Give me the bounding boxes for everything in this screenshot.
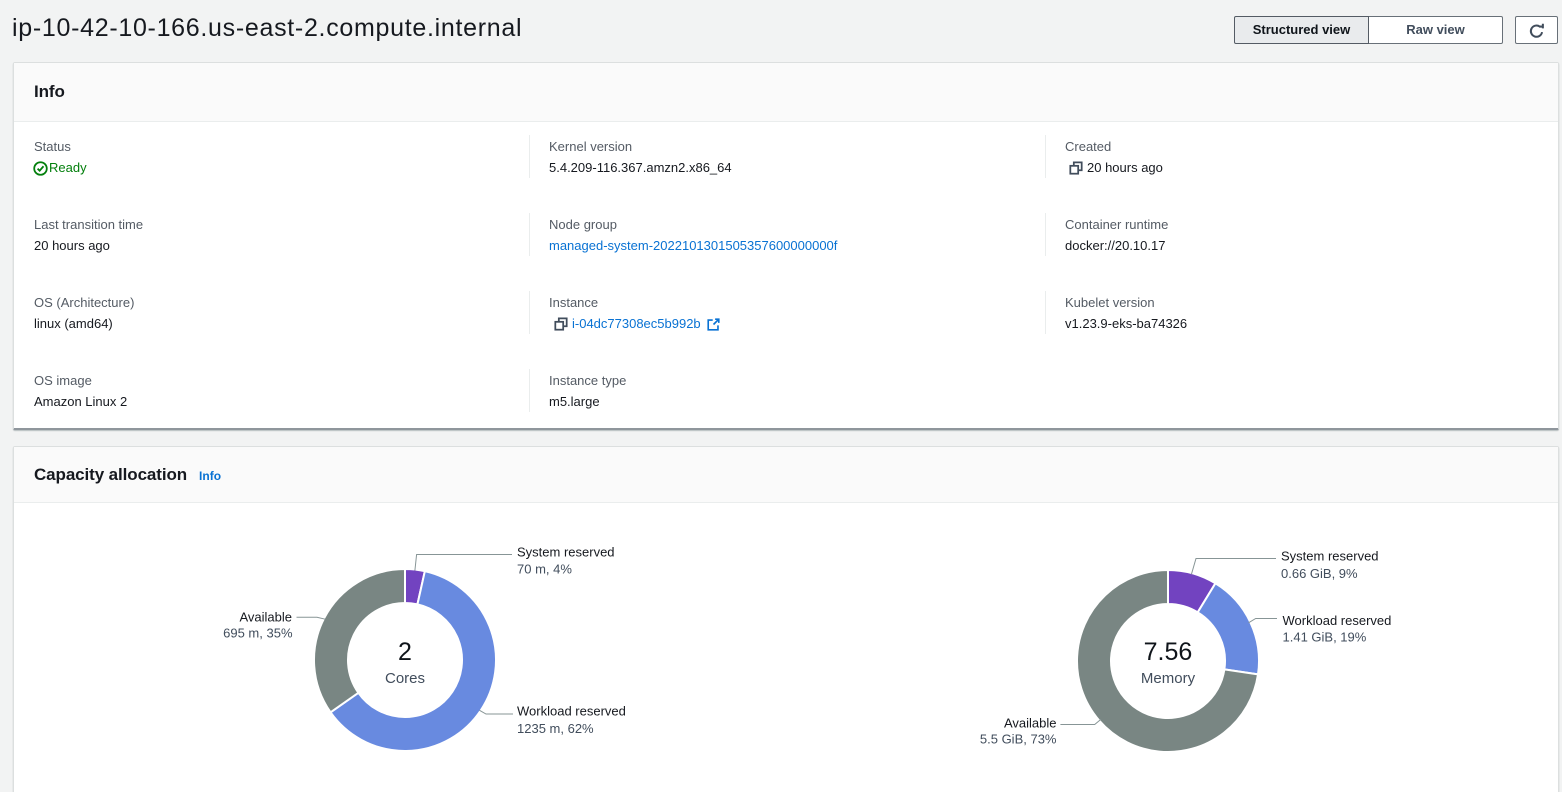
svg-text:Cores: Cores [385, 670, 425, 687]
svg-text:0.66 GiB, 9%: 0.66 GiB, 9% [1281, 566, 1358, 581]
svg-text:1.41 GiB, 19%: 1.41 GiB, 19% [1283, 629, 1367, 644]
svg-text:System reserved: System reserved [517, 545, 615, 560]
svg-text:System reserved: System reserved [1281, 549, 1379, 564]
svg-text:1235 m, 62%: 1235 m, 62% [517, 721, 594, 736]
svg-text:5.5 GiB, 73%: 5.5 GiB, 73% [980, 732, 1057, 747]
svg-text:Workload reserved: Workload reserved [1283, 613, 1392, 628]
svg-text:Available: Available [239, 609, 292, 624]
svg-text:Workload reserved: Workload reserved [517, 704, 626, 719]
svg-text:Available: Available [1004, 716, 1057, 731]
svg-text:2: 2 [398, 638, 412, 666]
svg-text:70 m, 4%: 70 m, 4% [517, 562, 572, 577]
svg-text:Memory: Memory [1141, 670, 1196, 687]
svg-text:7.56: 7.56 [1144, 638, 1193, 666]
svg-text:695 m, 35%: 695 m, 35% [223, 625, 293, 640]
